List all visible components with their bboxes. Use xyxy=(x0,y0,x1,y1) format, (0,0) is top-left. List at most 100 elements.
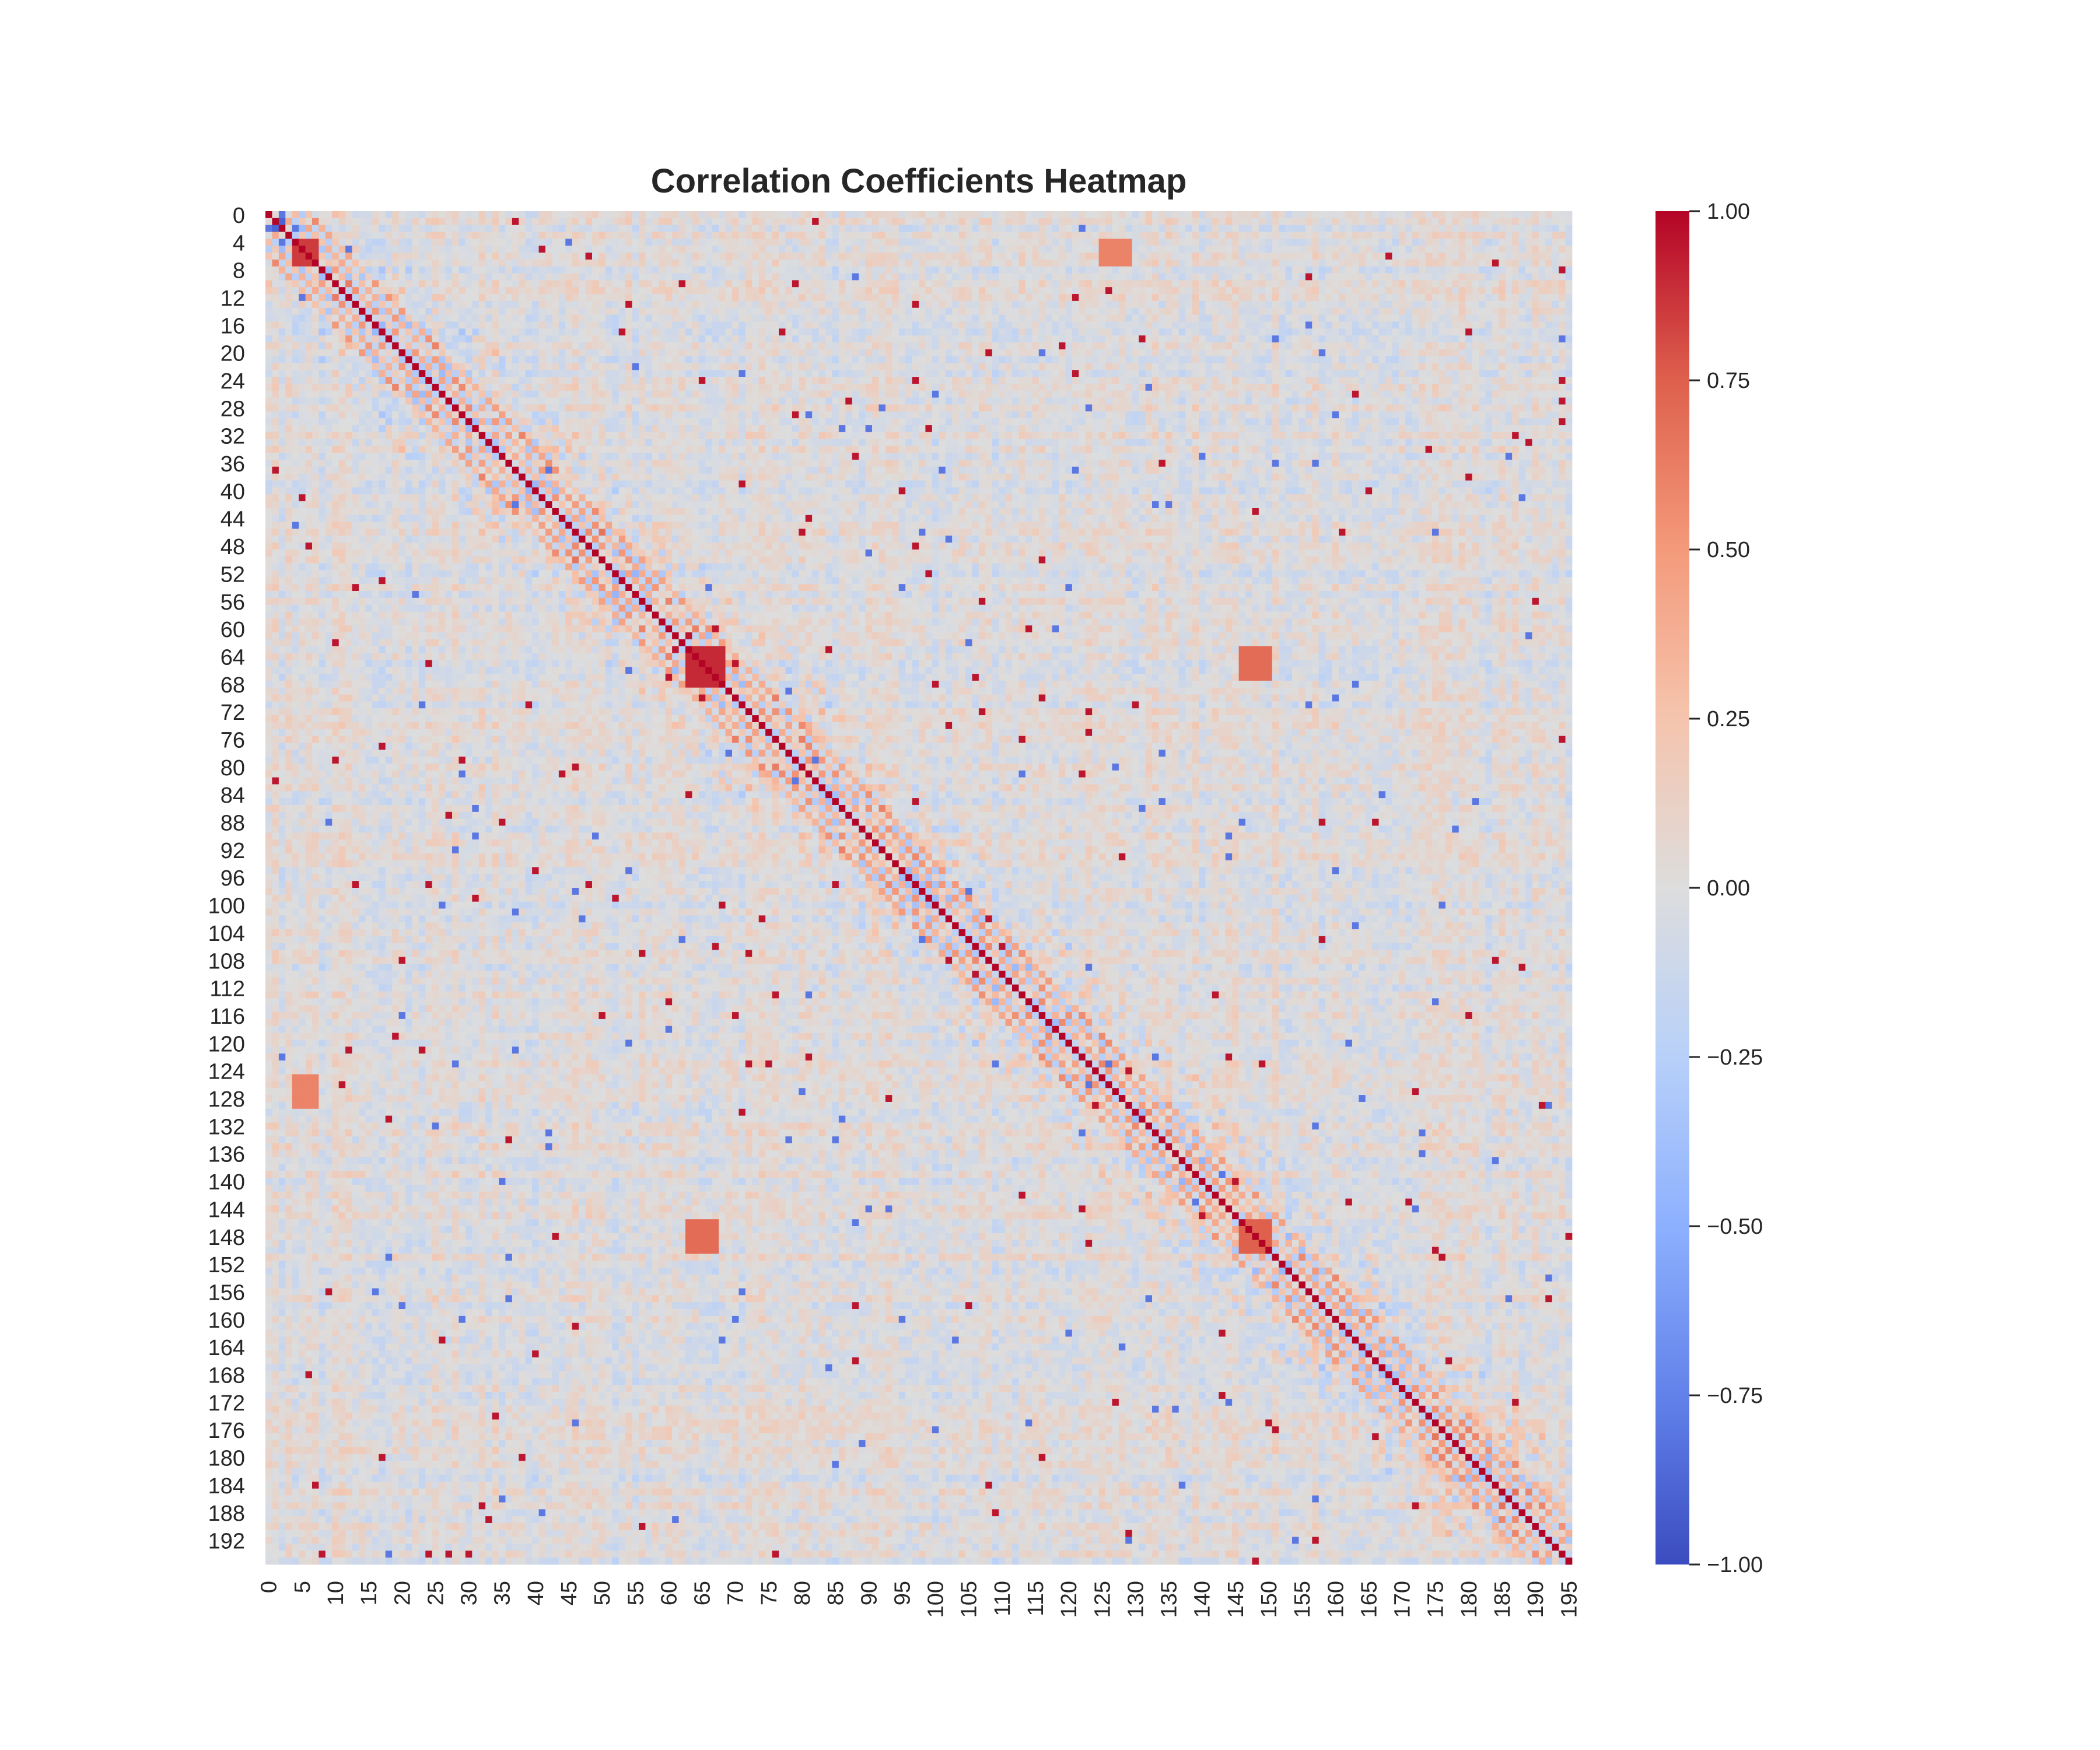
heatmap-cell xyxy=(605,349,612,356)
heatmap-cell xyxy=(1292,321,1299,329)
heatmap-cell xyxy=(1298,259,1306,267)
heatmap-cell xyxy=(1219,328,1226,336)
heatmap-cell xyxy=(945,300,953,309)
heatmap-cell xyxy=(332,314,340,322)
heatmap-cell xyxy=(505,370,513,377)
heatmap-cell xyxy=(1019,314,1026,322)
heatmap-cell xyxy=(1559,280,1566,288)
heatmap-cell xyxy=(785,246,793,253)
heatmap-cell xyxy=(919,218,926,226)
heatmap-cell xyxy=(1465,377,1472,384)
heatmap-cell xyxy=(598,273,606,281)
heatmap-cell xyxy=(1012,300,1019,309)
heatmap-cell xyxy=(1372,321,1379,329)
heatmap-cell xyxy=(1499,377,1506,384)
heatmap-cell xyxy=(932,300,939,309)
heatmap-cell xyxy=(1032,342,1040,350)
heatmap-cell xyxy=(1305,328,1312,336)
heatmap-cell xyxy=(519,211,526,219)
heatmap-cell xyxy=(1152,363,1159,370)
heatmap-cell xyxy=(692,232,699,239)
heatmap-cell xyxy=(525,246,533,253)
heatmap-cell xyxy=(445,383,453,391)
heatmap-cell xyxy=(805,218,813,226)
heatmap-cell xyxy=(278,363,286,370)
heatmap-cell xyxy=(1225,218,1233,226)
heatmap-cell xyxy=(1152,211,1159,219)
heatmap-cell xyxy=(332,239,340,246)
heatmap-cell xyxy=(805,287,813,295)
heatmap-cell xyxy=(519,377,526,384)
heatmap-cell xyxy=(385,246,393,253)
heatmap-cell xyxy=(1458,225,1466,232)
heatmap-cell xyxy=(898,300,906,309)
heatmap-cell xyxy=(465,377,473,384)
heatmap-cell xyxy=(265,266,272,274)
heatmap-cell xyxy=(572,294,579,302)
heatmap-cell xyxy=(1145,356,1153,363)
heatmap-cell xyxy=(1499,363,1506,370)
heatmap-cell xyxy=(738,246,746,253)
heatmap-cell xyxy=(678,225,686,232)
heatmap-cell xyxy=(958,370,966,377)
heatmap-cell xyxy=(1258,239,1266,246)
heatmap-cell xyxy=(1412,307,1419,315)
heatmap-cell xyxy=(398,349,406,356)
heatmap-cell xyxy=(958,335,966,343)
heatmap-cell xyxy=(1559,321,1566,329)
heatmap-cell xyxy=(692,259,699,267)
heatmap-cell xyxy=(905,300,912,309)
heatmap-cell xyxy=(439,342,446,350)
heatmap-cell xyxy=(412,300,419,309)
heatmap-cell xyxy=(1232,294,1239,302)
heatmap-cell xyxy=(592,349,599,356)
heatmap-cell xyxy=(1405,370,1413,377)
heatmap-cell xyxy=(745,225,752,232)
heatmap-cell xyxy=(712,287,719,295)
heatmap-cell xyxy=(1038,246,1046,253)
heatmap-cell xyxy=(1232,266,1239,274)
heatmap-cell xyxy=(545,383,552,391)
heatmap-cell xyxy=(312,328,319,336)
heatmap-cell xyxy=(285,294,293,302)
heatmap-cell xyxy=(1292,246,1299,253)
heatmap-cell xyxy=(585,273,593,281)
heatmap-cell xyxy=(1152,280,1159,288)
heatmap-cell xyxy=(965,239,972,246)
heatmap-cell xyxy=(365,370,373,377)
heatmap-cell xyxy=(432,328,439,336)
heatmap-cell xyxy=(345,280,352,288)
heatmap-cell xyxy=(1398,253,1406,260)
heatmap-cell xyxy=(1158,335,1166,343)
heatmap-cell xyxy=(725,321,733,329)
heatmap-cell xyxy=(1199,342,1206,350)
heatmap-cell xyxy=(1318,294,1326,302)
heatmap-cell xyxy=(525,225,533,232)
heatmap-cell xyxy=(1238,253,1246,260)
heatmap-cell xyxy=(805,253,813,260)
heatmap-cell xyxy=(392,259,399,267)
heatmap-cell xyxy=(265,314,272,322)
heatmap-cell xyxy=(1158,280,1166,288)
heatmap-cell xyxy=(659,349,666,356)
heatmap-cell xyxy=(1238,225,1246,232)
heatmap-cell xyxy=(772,280,779,288)
heatmap-cell xyxy=(932,356,939,363)
heatmap-cell xyxy=(1552,239,1559,246)
heatmap-cell xyxy=(565,307,573,315)
heatmap-cell xyxy=(425,349,433,356)
heatmap-cell xyxy=(425,218,433,226)
heatmap-cell xyxy=(1012,287,1019,295)
heatmap-cell xyxy=(978,356,986,363)
heatmap-cell xyxy=(678,266,686,274)
heatmap-cell xyxy=(272,363,279,370)
heatmap-cell xyxy=(1072,218,1079,226)
heatmap-cell xyxy=(1378,370,1386,377)
heatmap-cell xyxy=(1145,239,1153,246)
heatmap-cell xyxy=(1025,314,1032,322)
heatmap-cell xyxy=(985,342,993,350)
heatmap-cell xyxy=(1019,259,1026,267)
heatmap-cell xyxy=(1012,218,1019,226)
heatmap-cell xyxy=(1452,377,1460,384)
heatmap-cell xyxy=(772,246,779,253)
